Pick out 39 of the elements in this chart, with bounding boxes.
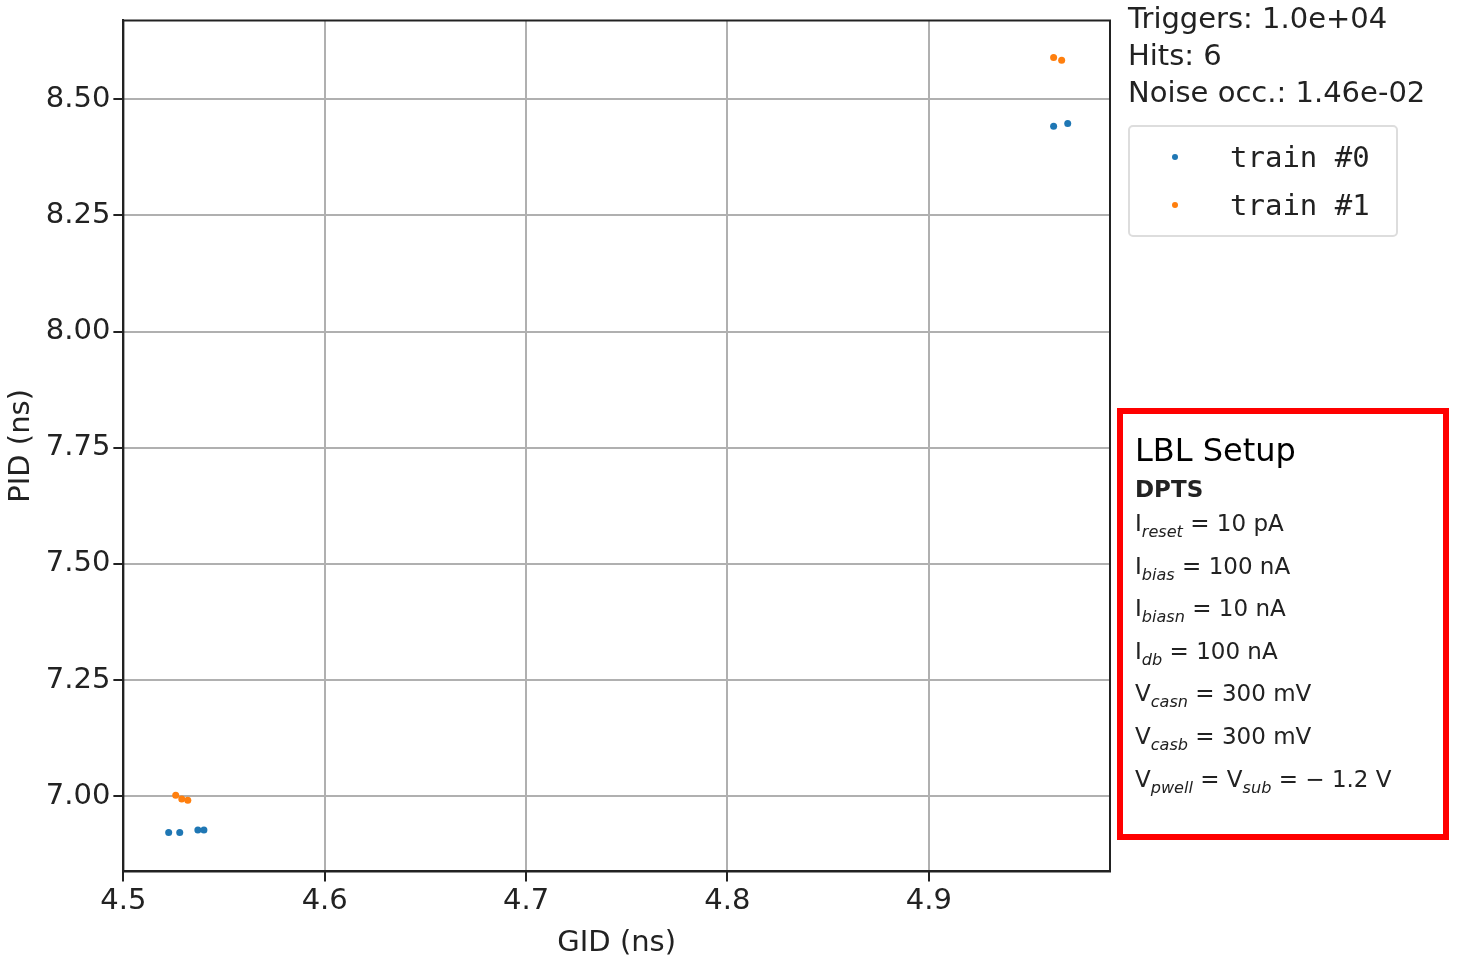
y-tick-label: 8.00 (45, 312, 111, 347)
y-tick-label: 8.25 (45, 196, 111, 231)
text: V$_{casb}$ = 300 mV (1135, 721, 1313, 756)
text: I$_{biasn}$ = 10 nA (1135, 594, 1287, 628)
point (1050, 122, 1058, 130)
text: DPTS (1135, 475, 1205, 504)
y-tick-label: 7.50 (45, 544, 111, 579)
text: Noise occ.: 1.46e-02 (1128, 74, 1427, 111)
point (172, 791, 180, 799)
point (184, 796, 192, 804)
x-tick-label: 4.5 (100, 882, 147, 917)
text: I$_{bias}$ = 100 nA (1135, 551, 1292, 586)
y-tick-label: 7.75 (45, 428, 111, 463)
point (194, 826, 202, 834)
text: LBL Setup (1135, 430, 1297, 471)
text: V$_{casn}$ = 300 mV (1135, 679, 1313, 713)
y-tick-label: 7.25 (45, 660, 111, 695)
y-axis-title: PID (ns) (1, 389, 36, 503)
y-tick-label: 8.50 (45, 79, 111, 114)
x-axis-title: GID (ns) (557, 924, 677, 959)
text: V$_{pwell}$ = V$_{sub}$ = − 1.2 V (1135, 764, 1393, 799)
text: I$_{db}$ = 100 nA (1135, 636, 1279, 671)
legend-label: train #0 (1230, 140, 1370, 174)
point (1064, 120, 1072, 128)
text: Hits: 6 (1128, 37, 1223, 74)
text: Triggers: 1.0e+04 (1128, 0, 1389, 37)
x-tick-label: 4.9 (905, 882, 952, 917)
point (176, 828, 184, 836)
legend-label: train #1 (1230, 188, 1370, 222)
point (1058, 56, 1066, 64)
y-tick-label: 7.00 (45, 776, 111, 811)
point (200, 826, 208, 834)
text: I$_{reset}$ = 10 pA (1135, 509, 1285, 543)
x-tick-label: 4.8 (704, 882, 751, 917)
x-tick-label: 4.6 (301, 882, 348, 917)
point (178, 795, 186, 803)
x-tick-label: 4.7 (503, 882, 550, 917)
point (165, 828, 173, 836)
point (1050, 54, 1058, 62)
